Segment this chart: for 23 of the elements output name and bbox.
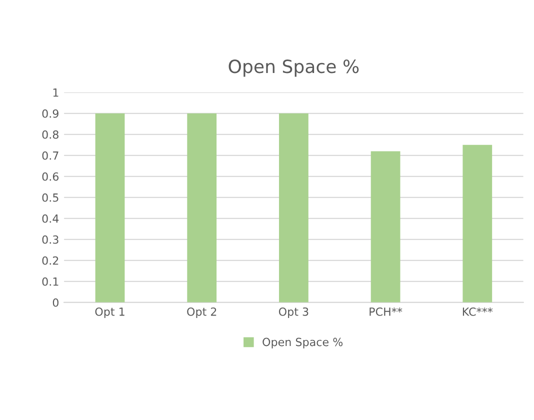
- y-tick-label: 0.5: [42, 193, 58, 202]
- x-tick-label: KC***: [462, 307, 493, 316]
- y-tick-label: 0.2: [42, 256, 58, 265]
- bar: [279, 113, 308, 302]
- x-tick-label: Opt 3: [278, 307, 308, 318]
- bar: [370, 151, 400, 302]
- x-tick-label: Opt 1: [95, 307, 124, 318]
- y-tick-label: 0.4: [42, 214, 59, 223]
- bar: [462, 144, 492, 302]
- legend-label: Open Space %: [262, 338, 343, 348]
- y-tick-label: 0.1: [42, 277, 58, 286]
- y-tick-label: 0.7: [42, 151, 58, 160]
- y-tick-label: 1: [53, 88, 58, 97]
- y-tick-label: 0.9: [42, 109, 58, 118]
- y-tick-label: 0.8: [42, 130, 58, 139]
- x-tick-label: PCH**: [370, 307, 402, 316]
- bar: [187, 113, 217, 302]
- y-tick-label: 0.3: [42, 235, 58, 244]
- y-tick-label: 0.6: [42, 172, 59, 181]
- x-tick-label: Opt 2: [187, 307, 216, 318]
- bar: [95, 113, 125, 302]
- y-tick-label: 0: [52, 298, 58, 307]
- chart-title: Open Space %: [228, 60, 359, 77]
